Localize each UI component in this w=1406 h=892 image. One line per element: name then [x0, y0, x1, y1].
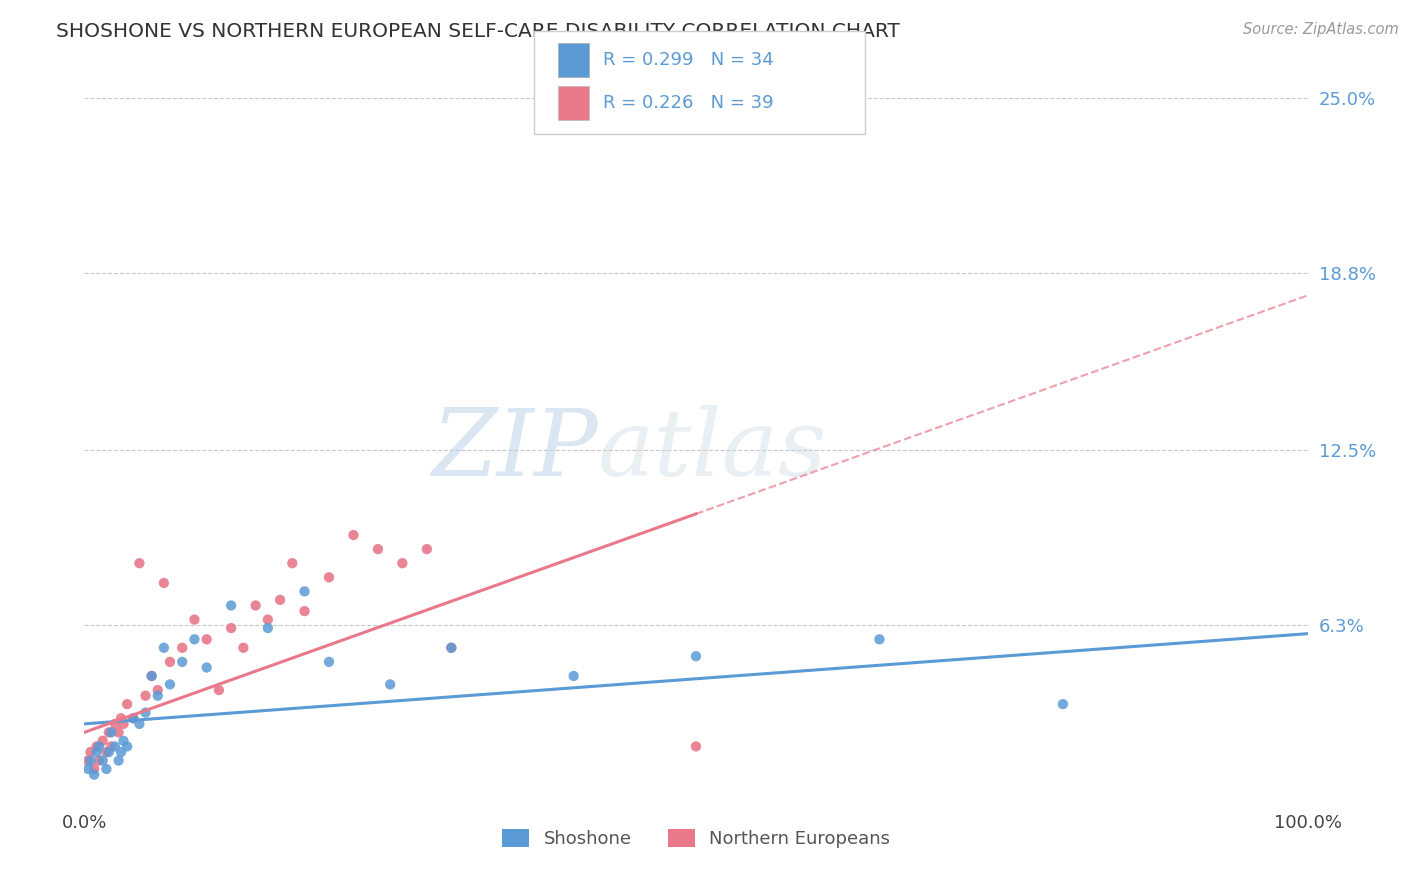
Point: [342, 528, 364, 542]
Point: [232, 640, 254, 655]
Point: [562, 669, 585, 683]
Point: [219, 621, 242, 635]
Point: [685, 649, 707, 664]
Point: [269, 592, 291, 607]
Point: [128, 556, 150, 570]
Point: [107, 754, 129, 768]
Point: [135, 689, 157, 703]
Point: [135, 706, 157, 720]
Point: [294, 604, 316, 618]
Legend: Shoshone, Northern Europeans: Shoshone, Northern Europeans: [494, 820, 898, 857]
Point: [219, 599, 242, 613]
Point: [115, 739, 138, 754]
Point: [87, 739, 110, 754]
Point: [257, 621, 280, 635]
Point: [257, 613, 280, 627]
Point: [87, 754, 110, 768]
Point: [79, 754, 101, 768]
Point: [104, 717, 127, 731]
Point: [100, 739, 122, 754]
Text: SHOSHONE VS NORTHERN EUROPEAN SELF-CARE DISABILITY CORRELATION CHART: SHOSHONE VS NORTHERN EUROPEAN SELF-CARE …: [56, 22, 900, 41]
Point: [869, 632, 891, 647]
Point: [172, 655, 194, 669]
Point: [122, 711, 145, 725]
Point: [97, 725, 120, 739]
Point: [141, 669, 163, 683]
Point: [294, 584, 316, 599]
Point: [391, 556, 413, 570]
Point: [128, 717, 150, 731]
Point: [100, 725, 122, 739]
Point: [110, 711, 132, 725]
Point: [104, 739, 127, 754]
Point: [115, 697, 138, 711]
Point: [367, 542, 389, 557]
Point: [77, 754, 100, 768]
Text: atlas: atlas: [598, 406, 828, 495]
Point: [97, 745, 120, 759]
Point: [96, 745, 118, 759]
Point: [112, 733, 135, 747]
Point: [245, 599, 267, 613]
Point: [416, 542, 439, 557]
Point: [440, 640, 463, 655]
Point: [83, 762, 105, 776]
Point: [141, 669, 163, 683]
Point: [183, 632, 205, 647]
Point: [79, 745, 101, 759]
Point: [183, 613, 205, 627]
Point: [195, 660, 218, 674]
Point: [91, 733, 114, 747]
Point: [380, 677, 402, 691]
Point: [153, 576, 176, 591]
Text: ZIP: ZIP: [432, 406, 598, 495]
Text: Source: ZipAtlas.com: Source: ZipAtlas.com: [1243, 22, 1399, 37]
Point: [318, 655, 340, 669]
Point: [110, 745, 132, 759]
Point: [86, 745, 108, 759]
Point: [208, 683, 231, 698]
Point: [96, 762, 118, 776]
Point: [83, 767, 105, 781]
Point: [86, 739, 108, 754]
Point: [195, 632, 218, 647]
Point: [172, 640, 194, 655]
Point: [159, 655, 181, 669]
Point: [77, 762, 100, 776]
Point: [159, 677, 181, 691]
Point: [153, 640, 176, 655]
Point: [112, 717, 135, 731]
Point: [122, 711, 145, 725]
Point: [685, 739, 707, 754]
Point: [281, 556, 304, 570]
Point: [146, 689, 169, 703]
Point: [107, 725, 129, 739]
Text: R = 0.226   N = 39: R = 0.226 N = 39: [603, 95, 773, 112]
Point: [318, 570, 340, 584]
Point: [146, 683, 169, 698]
Point: [440, 640, 463, 655]
Point: [91, 754, 114, 768]
Point: [1052, 697, 1074, 711]
Text: R = 0.299   N = 34: R = 0.299 N = 34: [603, 51, 773, 69]
